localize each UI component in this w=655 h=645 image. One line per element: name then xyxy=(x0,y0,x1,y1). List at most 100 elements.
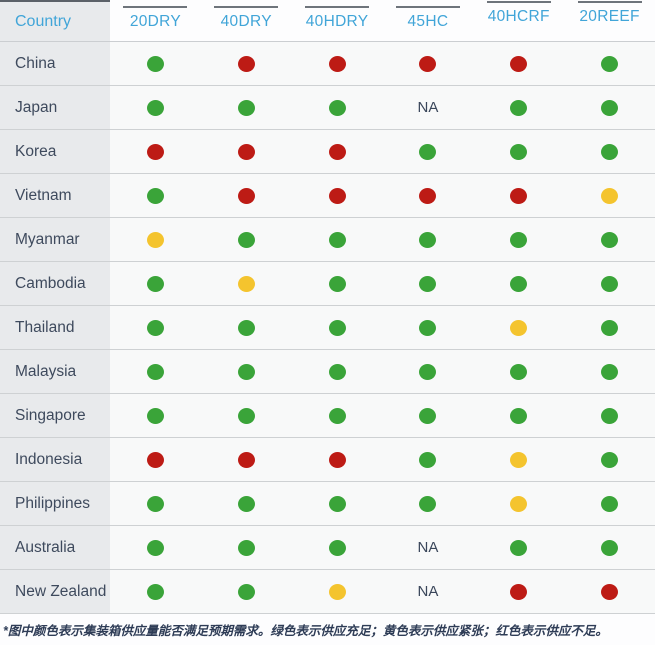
green-status-dot xyxy=(237,231,255,248)
status-cell xyxy=(564,570,655,613)
green-status-dot xyxy=(328,275,346,292)
column-header-20reef: 20REEF xyxy=(564,0,655,41)
status-cell xyxy=(473,526,564,569)
country-label: Australia xyxy=(0,526,110,569)
status-cell xyxy=(383,130,474,173)
status-cell xyxy=(564,218,655,261)
green-status-dot xyxy=(328,363,346,380)
green-status-dot xyxy=(146,495,164,512)
status-cell xyxy=(383,350,474,393)
yellow-status-dot xyxy=(601,187,619,204)
status-cell xyxy=(473,350,564,393)
status-cell xyxy=(201,350,292,393)
yellow-status-dot xyxy=(510,319,528,336)
header-overline xyxy=(577,1,642,3)
column-header-40hdry: 40HDRY xyxy=(292,0,383,41)
red-status-dot xyxy=(328,187,346,204)
green-status-dot xyxy=(419,231,437,248)
status-cell xyxy=(201,86,292,129)
status-cell xyxy=(564,130,655,173)
status-cell xyxy=(564,174,655,217)
na-cell: NA xyxy=(383,570,474,613)
status-cell xyxy=(383,394,474,437)
status-cell xyxy=(564,306,655,349)
status-cell xyxy=(201,262,292,305)
country-label: Philippines xyxy=(0,482,110,525)
green-status-dot xyxy=(146,319,164,336)
header-overline xyxy=(214,6,279,8)
country-label: New Zealand xyxy=(0,570,110,613)
country-label: Myanmar xyxy=(0,218,110,261)
green-status-dot xyxy=(328,231,346,248)
green-status-dot xyxy=(146,55,164,72)
status-cell xyxy=(564,394,655,437)
column-header-40dry: 40DRY xyxy=(201,0,292,41)
status-cell xyxy=(201,394,292,437)
green-status-dot xyxy=(510,99,528,116)
status-cell xyxy=(473,174,564,217)
status-cell xyxy=(110,130,201,173)
na-label: NA xyxy=(417,583,439,600)
green-status-dot xyxy=(601,55,619,72)
yellow-status-dot xyxy=(510,495,528,512)
green-status-dot xyxy=(510,363,528,380)
status-cell xyxy=(110,306,201,349)
green-status-dot xyxy=(237,495,255,512)
green-status-dot xyxy=(510,231,528,248)
status-cell xyxy=(473,438,564,481)
green-status-dot xyxy=(237,583,255,600)
status-cell xyxy=(564,438,655,481)
status-cell xyxy=(564,482,655,525)
country-label: Vietnam xyxy=(0,174,110,217)
yellow-status-dot xyxy=(146,231,164,248)
green-status-dot xyxy=(601,539,619,556)
green-status-dot xyxy=(601,407,619,424)
status-cell xyxy=(292,42,383,85)
table-row: Vietnam xyxy=(0,174,655,218)
table-row: Indonesia xyxy=(0,438,655,482)
country-label: Indonesia xyxy=(0,438,110,481)
table-row: New Zealand NA xyxy=(0,570,655,614)
status-cell xyxy=(292,306,383,349)
column-header-20dry: 20DRY xyxy=(110,0,201,41)
status-cell xyxy=(292,262,383,305)
red-status-dot xyxy=(510,583,528,600)
green-status-dot xyxy=(601,231,619,248)
country-header-label: Country xyxy=(15,12,72,30)
green-status-dot xyxy=(146,99,164,116)
red-status-dot xyxy=(237,55,255,72)
table-row: Korea xyxy=(0,130,655,174)
status-cell xyxy=(383,482,474,525)
green-status-dot xyxy=(510,143,528,160)
status-cell xyxy=(201,526,292,569)
table-row: Philippines xyxy=(0,482,655,526)
red-status-dot xyxy=(237,187,255,204)
status-cell xyxy=(201,570,292,613)
status-cell xyxy=(473,218,564,261)
status-cell xyxy=(292,394,383,437)
header-overline xyxy=(305,6,370,8)
green-status-dot xyxy=(601,363,619,380)
status-cell xyxy=(564,526,655,569)
status-cell xyxy=(473,394,564,437)
column-header-45hc: 45HC xyxy=(383,0,474,41)
yellow-status-dot xyxy=(237,275,255,292)
status-cell xyxy=(473,306,564,349)
header-overline xyxy=(395,6,460,8)
column-header-country: Country xyxy=(0,0,110,41)
status-cell xyxy=(383,42,474,85)
green-status-dot xyxy=(419,363,437,380)
column-header-label: 20REEF xyxy=(579,8,640,25)
status-cell xyxy=(110,482,201,525)
status-cell xyxy=(110,42,201,85)
na-cell: NA xyxy=(383,86,474,129)
na-label: NA xyxy=(417,539,439,556)
green-status-dot xyxy=(146,187,164,204)
table-row: Cambodia xyxy=(0,262,655,306)
status-cell xyxy=(473,482,564,525)
green-status-dot xyxy=(146,407,164,424)
status-cell xyxy=(473,570,564,613)
red-status-dot xyxy=(146,143,164,160)
green-status-dot xyxy=(601,143,619,160)
yellow-status-dot xyxy=(510,451,528,468)
